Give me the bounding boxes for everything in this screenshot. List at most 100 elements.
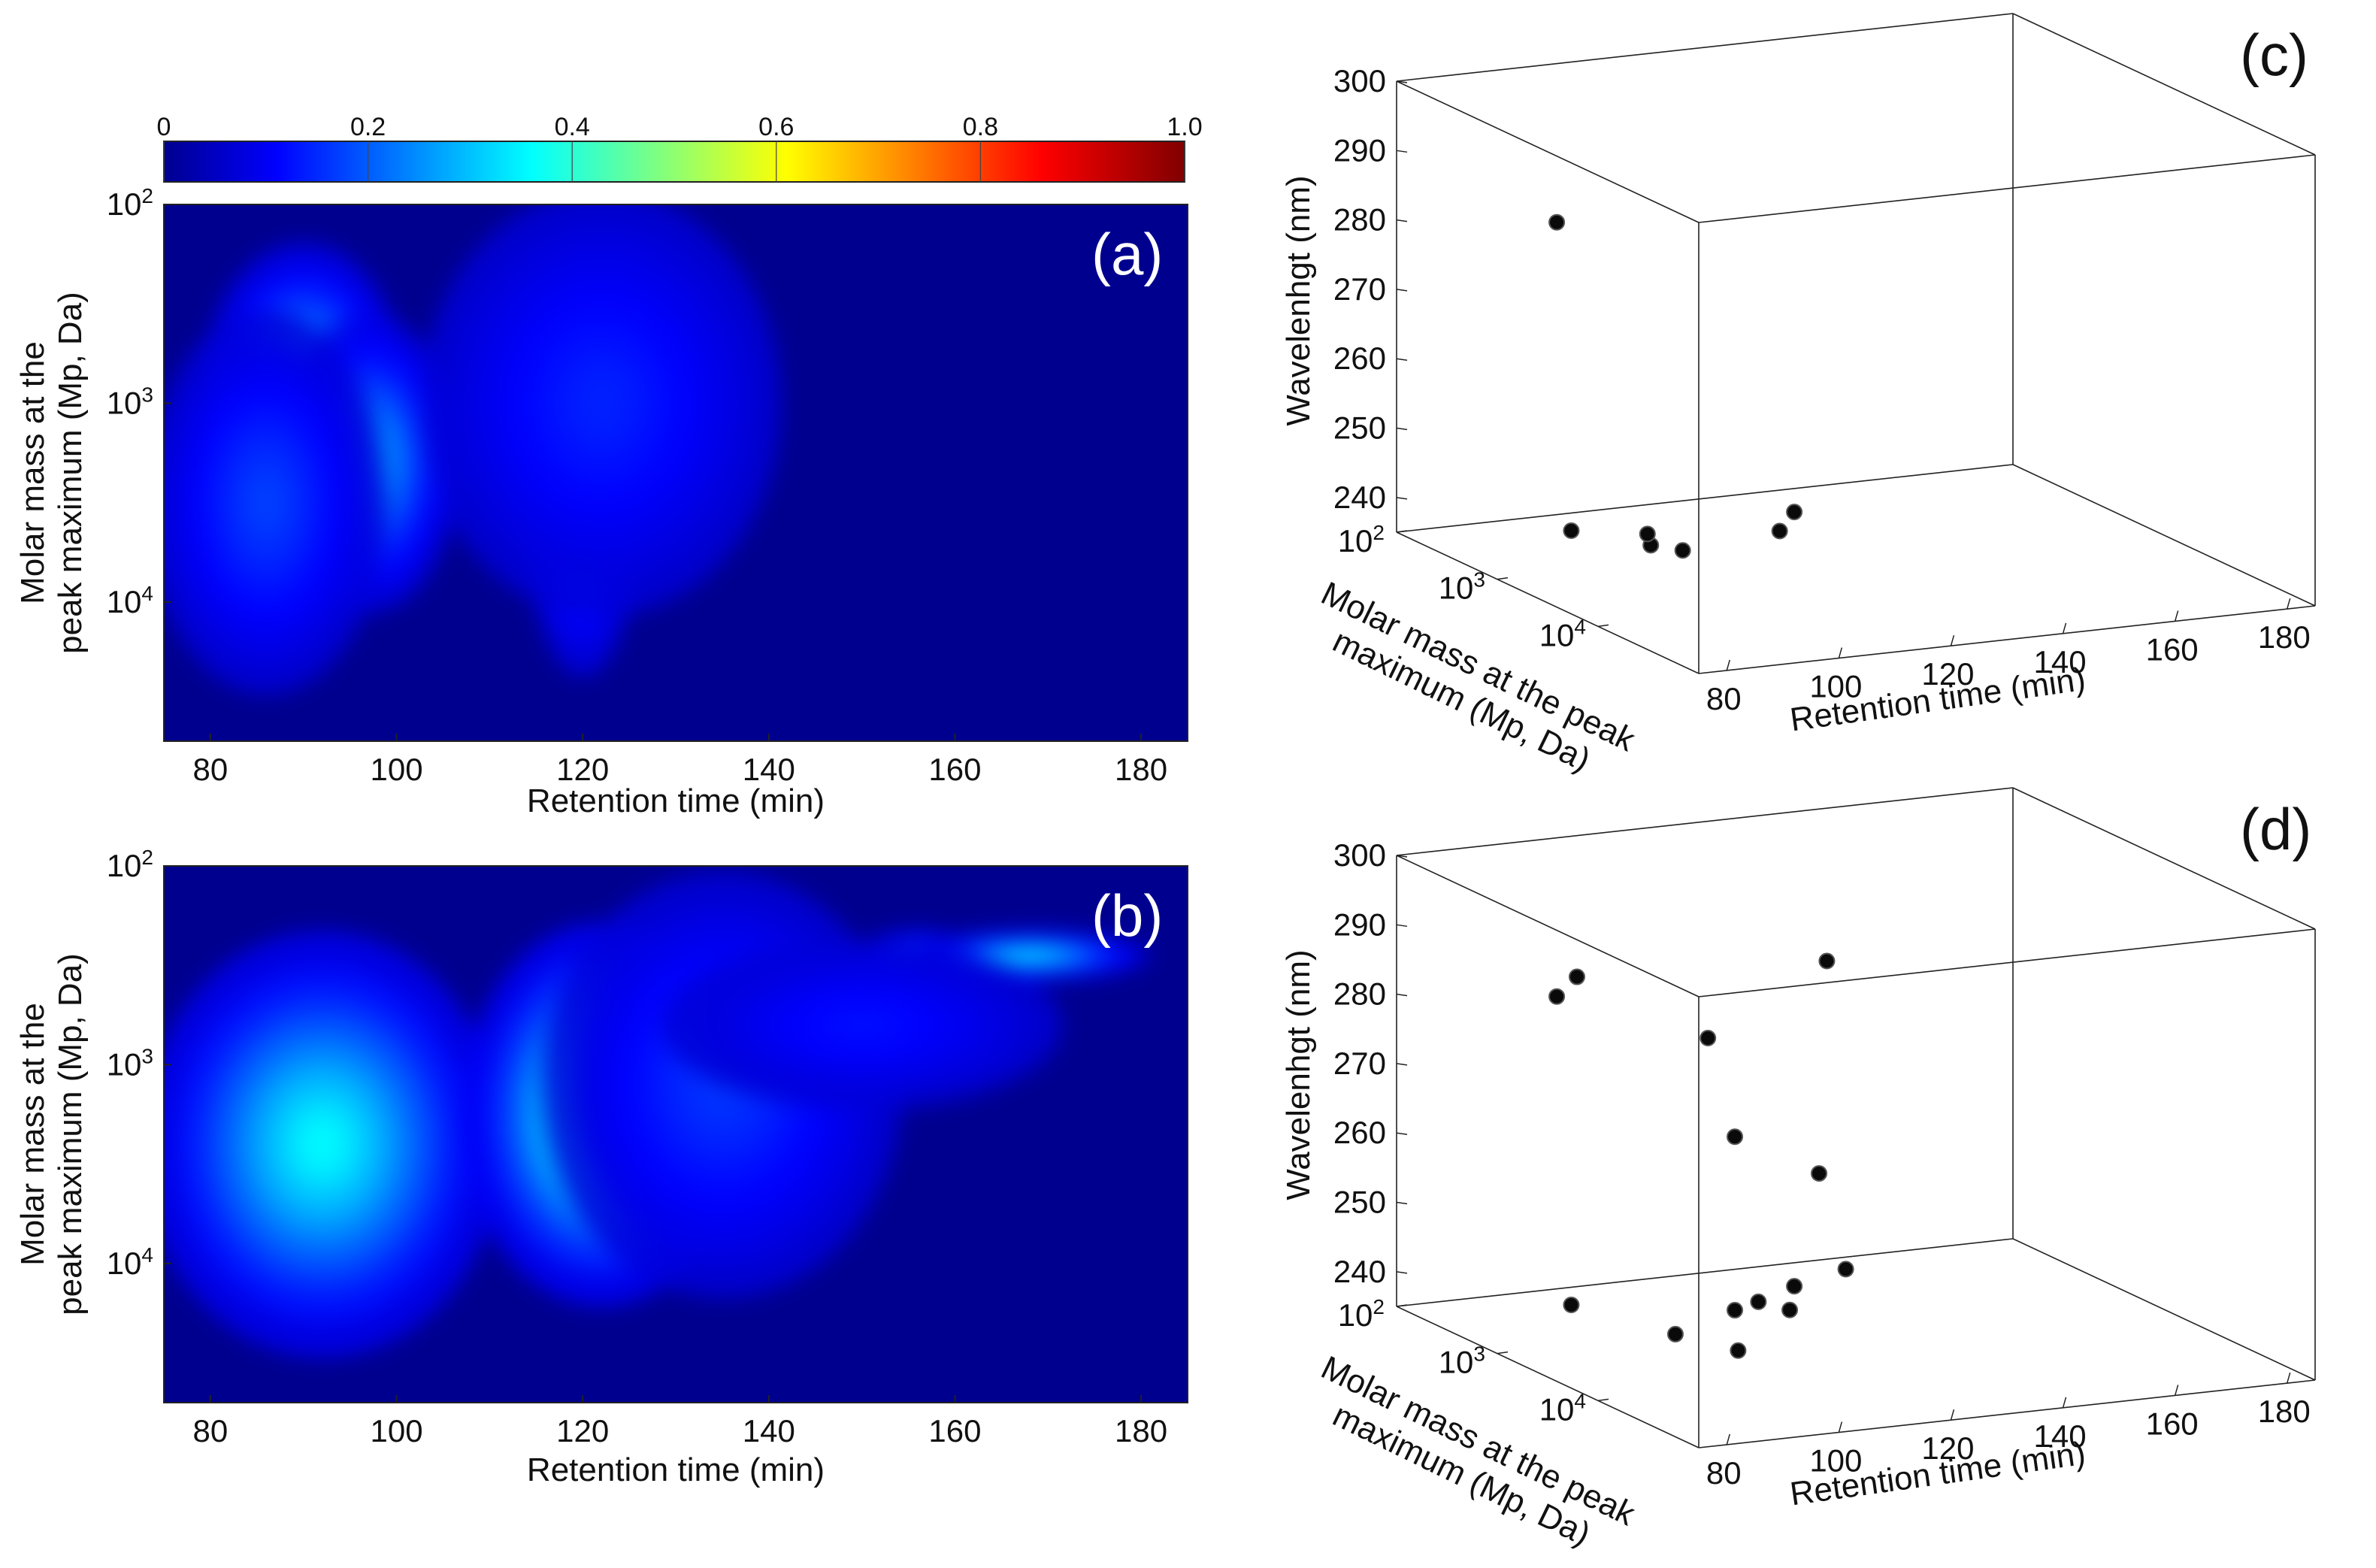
y-tick-label: 104	[107, 1243, 153, 1281]
heatmap-panel-a: (a) 80 100 120 140 160 180 102 103 104 Retentio…	[14, 184, 1188, 819]
box-edge	[1396, 1238, 2014, 1307]
box-edge	[2012, 464, 2316, 607]
box-edge	[1698, 928, 2316, 997]
panel-label-a: (a)	[1091, 221, 1163, 287]
x-tick-label: 140	[2034, 644, 2087, 680]
y-tick-mark	[1396, 1304, 1408, 1307]
y-tick-label: 104	[107, 582, 153, 619]
x-tick-label: 160	[928, 1413, 981, 1448]
scatter-point	[1727, 1128, 1744, 1146]
z-tick-label: 260	[1333, 341, 1386, 376]
x-tick-label: 180	[2258, 1394, 2311, 1429]
scatter-point	[1548, 213, 1566, 231]
colorbar-tick-label: 0.4	[555, 113, 590, 141]
z-tick-label: 300	[1333, 837, 1386, 873]
scatter-point	[1563, 522, 1580, 539]
scatter-point	[1786, 504, 1803, 521]
box-edge	[2012, 787, 2316, 930]
scatter-point	[1750, 1293, 1767, 1310]
heatmap-b-frame	[163, 865, 1188, 1403]
y-tick-label: 104	[1539, 1389, 1586, 1427]
x-tick-label: 100	[1809, 669, 1862, 704]
x-tick-label: 120	[1921, 656, 1974, 692]
z-tick-label: 270	[1333, 271, 1386, 307]
heatmap-peak	[421, 204, 782, 617]
x-tick-mark	[2062, 1397, 2067, 1409]
box-edge	[1396, 80, 1700, 223]
z-axis-label-d: Wavelenhgt (nm)	[1280, 949, 1317, 1200]
x-tick-label: 100	[1809, 1443, 1862, 1479]
colorbar-tick-label: 1.0	[1167, 113, 1202, 141]
panel-label-b: (b)	[1091, 882, 1163, 949]
box-edge	[1698, 1379, 2316, 1448]
z-tick-label: 250	[1333, 1185, 1386, 1220]
x-tick-mark	[1838, 647, 1843, 658]
y-tick-label: 102	[1338, 521, 1385, 558]
x-tick-label: 180	[1115, 752, 1167, 787]
z-tick-label: 290	[1333, 132, 1386, 168]
colorbar-tick-label: 0.6	[758, 113, 794, 141]
heatmap-peak	[164, 931, 502, 1358]
y-tick-label: 102	[107, 846, 153, 883]
panel-label-c: (c)	[2240, 22, 2308, 88]
x-tick-label: 80	[1706, 1455, 1742, 1491]
x-tick-mark	[2062, 622, 2067, 634]
z-tick-mark	[1396, 1063, 1408, 1066]
z-tick-label: 300	[1333, 63, 1386, 98]
y-axis-label-a-line1: Molar mass at the	[14, 341, 51, 604]
box-edge	[1396, 855, 1700, 997]
heatmap-contour	[301, 1119, 343, 1169]
x-tick-mark	[1838, 1421, 1843, 1433]
x-tick-mark	[1726, 1433, 1730, 1445]
y-tick-label: 103	[107, 1044, 153, 1082]
box-edge	[1396, 787, 2014, 856]
y-tick-mark	[1497, 1351, 1509, 1355]
scatter-point	[1568, 968, 1585, 985]
scatter-point	[1837, 1261, 1854, 1278]
y-tick-mark	[1497, 577, 1509, 580]
heatmap-peak	[164, 310, 386, 695]
scatter-point	[1771, 522, 1788, 540]
y-tick-label: 103	[1439, 568, 1485, 606]
scatter-point	[1563, 1296, 1580, 1313]
x-tick-mark	[2174, 1385, 2179, 1396]
x-tick-label: 100	[371, 1413, 423, 1448]
colorbar-gradient	[163, 141, 1185, 183]
heatmap-contour	[580, 378, 622, 428]
colorbar-tick-label: 0.2	[350, 113, 386, 141]
box-edge	[2012, 1238, 2316, 1381]
y-axis-label-b-line1: Molar mass at the	[14, 1003, 51, 1266]
heatmap-contour	[839, 1015, 885, 1035]
x-axis-label-b: Retention time (min)	[527, 1451, 825, 1488]
scatter3d-panel-d: 80 100 120 140 160 180 102 103 104 240 250 260 270 28…	[1280, 787, 2316, 1553]
x-tick-label: 120	[556, 752, 609, 787]
z-tick-label: 240	[1333, 480, 1386, 515]
z-tick-label: 280	[1333, 976, 1386, 1012]
scatter-point	[1700, 1030, 1717, 1047]
scatter-point	[1727, 1302, 1744, 1319]
z-tick-mark	[1396, 1132, 1408, 1135]
z-tick-mark	[1396, 80, 1408, 83]
y-tick-mark	[1396, 530, 1408, 533]
x-tick-label: 140	[743, 752, 795, 787]
z-tick-label: 240	[1333, 1254, 1386, 1289]
scatter-point	[1781, 1301, 1799, 1318]
y-axis-label-b-line2: peak maximum (Mp, Da)	[52, 953, 89, 1315]
x-tick-mark	[1950, 1409, 1955, 1421]
box-edge	[1396, 13, 2014, 82]
heatmap-panel-b: (b) 80 100 120 140 160 180 102 103 104 Retentio…	[14, 846, 1188, 1488]
x-tick-mark	[1950, 634, 1955, 646]
x-tick-mark	[2287, 598, 2291, 610]
z-tick-mark	[1396, 1201, 1408, 1205]
y-tick-label: 103	[1439, 1342, 1485, 1380]
x-tick-label: 80	[1706, 681, 1742, 716]
y-tick-mark	[1597, 624, 1609, 628]
box-edge	[2012, 13, 2316, 156]
x-tick-label: 120	[556, 1413, 609, 1448]
x-tick-label: 80	[193, 752, 229, 787]
z-tick-mark	[1396, 427, 1408, 431]
z-tick-mark	[1396, 497, 1408, 500]
heatmap-a-frame	[163, 204, 1188, 742]
x-tick-mark	[2287, 1372, 2291, 1384]
scatter-point	[1666, 1325, 1684, 1342]
